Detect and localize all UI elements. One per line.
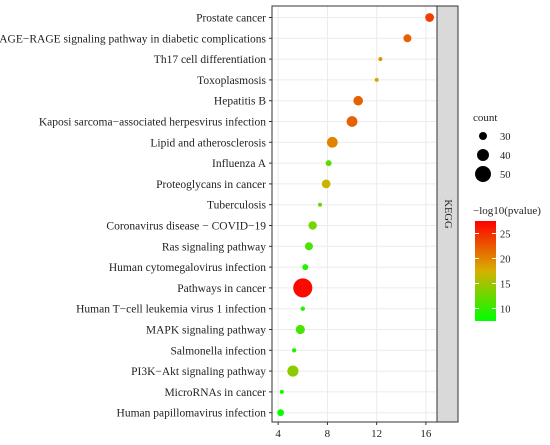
facet-strip-layer: KEGG	[436, 5, 459, 423]
y-tick-label: AGE−RAGE signaling pathway in diabetic c…	[0, 33, 267, 45]
data-point	[378, 57, 383, 62]
y-tick-label: Tuberculosis	[207, 200, 267, 212]
data-point	[346, 116, 358, 127]
size-legend-key	[475, 166, 491, 182]
y-tick-label: Th17 cell differentiation	[154, 54, 266, 66]
y-tick-label: Proteoglycans in cancer	[156, 179, 266, 191]
data-point	[325, 160, 332, 167]
y-tick-label: Lipid and atherosclerosis	[150, 137, 266, 149]
axes-layer: Prostate cancer AGE−RAGE signaling pathwa…	[0, 5, 438, 440]
size-legend-label: 50	[500, 170, 511, 181]
facet-strip	[436, 5, 459, 423]
plot-panel	[272, 6, 437, 422]
y-tick-label: Influenza A	[212, 158, 267, 170]
y-tick-label: Human cytomegalovirus infection	[109, 262, 266, 274]
data-point	[374, 77, 379, 82]
y-tick-label: Hepatitis B	[214, 96, 266, 108]
data-point	[318, 202, 323, 207]
data-point	[291, 348, 297, 353]
x-tick-label: 4	[275, 428, 281, 440]
y-tick-label: Human T−cell leukemia virus 1 infection	[76, 304, 266, 316]
size-legend-key	[479, 132, 487, 140]
data-point	[353, 95, 363, 106]
data-point	[326, 136, 338, 148]
y-tick-label: MAPK signaling pathway	[146, 325, 266, 337]
color-legend-label: 15	[500, 280, 511, 291]
color-legend-label: 20	[500, 255, 511, 266]
size-legend-key	[477, 149, 489, 161]
x-tick-label: 16	[420, 428, 432, 440]
data-point	[308, 221, 317, 230]
points-layer	[277, 13, 434, 417]
data-point	[295, 324, 305, 335]
y-tick-label: Prostate cancer	[196, 13, 266, 25]
grid-layer	[272, 6, 437, 422]
color-legend-label: 25	[500, 230, 511, 241]
data-point	[300, 306, 305, 311]
data-point	[403, 34, 412, 43]
x-tick-label: 8	[325, 428, 331, 440]
data-point	[302, 264, 309, 271]
size-legend-label: 30	[500, 132, 511, 143]
y-tick-label: Kaposi sarcoma−associated herpesvirus in…	[39, 117, 266, 129]
size-legend-title: count	[473, 112, 497, 124]
facet-label: KEGG	[442, 199, 453, 229]
x-tick-label: 12	[371, 428, 382, 440]
data-point	[425, 13, 434, 22]
data-point	[287, 365, 299, 377]
data-point	[279, 389, 284, 394]
color-legend-title: −log10(pvalue)	[473, 205, 541, 217]
y-tick-label: PI3K−Akt signaling pathway	[131, 366, 266, 378]
y-tick-label: Human papillomavirus infection	[117, 408, 267, 420]
y-tick-label: MicroRNAs in cancer	[164, 387, 266, 399]
y-tick-label: Toxoplasmosis	[197, 75, 266, 87]
y-tick-label: Salmonella infection	[171, 345, 267, 357]
data-point	[293, 278, 313, 298]
y-tick-label: Pathways in cancer	[177, 283, 266, 295]
data-point	[277, 409, 285, 417]
size-legend-label: 40	[500, 151, 511, 162]
y-tick-label: Coronavirus disease − COVID−19	[106, 221, 266, 233]
data-point	[304, 242, 313, 251]
color-legend-label: 10	[500, 305, 511, 316]
y-tick-label: Ras signaling pathway	[162, 241, 266, 253]
color-legend-bar	[475, 221, 496, 321]
data-point	[321, 179, 331, 189]
